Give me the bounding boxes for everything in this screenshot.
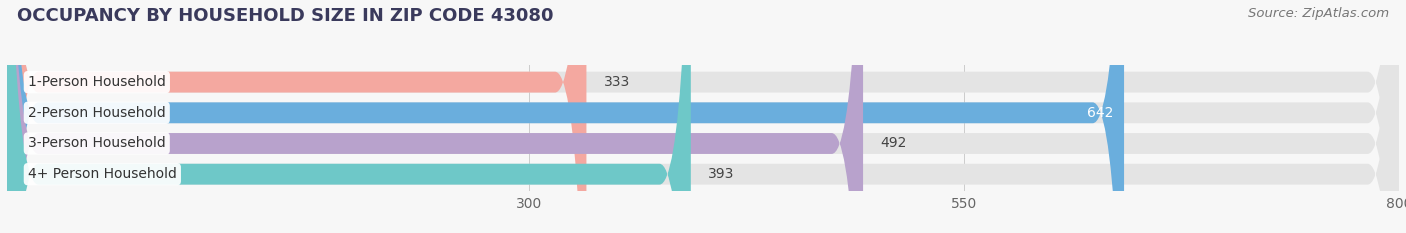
Text: 333: 333 (603, 75, 630, 89)
FancyBboxPatch shape (7, 0, 1399, 233)
FancyBboxPatch shape (7, 0, 1399, 233)
Text: 1-Person Household: 1-Person Household (28, 75, 166, 89)
FancyBboxPatch shape (7, 0, 586, 233)
FancyBboxPatch shape (7, 0, 690, 233)
FancyBboxPatch shape (7, 0, 863, 233)
FancyBboxPatch shape (7, 0, 1123, 233)
Text: 642: 642 (1087, 106, 1114, 120)
Text: 3-Person Household: 3-Person Household (28, 137, 166, 151)
Text: 393: 393 (709, 167, 734, 181)
FancyBboxPatch shape (7, 0, 1399, 233)
Text: Source: ZipAtlas.com: Source: ZipAtlas.com (1249, 7, 1389, 20)
Text: 4+ Person Household: 4+ Person Household (28, 167, 177, 181)
Text: 492: 492 (880, 137, 907, 151)
Text: 2-Person Household: 2-Person Household (28, 106, 166, 120)
Text: OCCUPANCY BY HOUSEHOLD SIZE IN ZIP CODE 43080: OCCUPANCY BY HOUSEHOLD SIZE IN ZIP CODE … (17, 7, 554, 25)
FancyBboxPatch shape (7, 0, 1399, 233)
